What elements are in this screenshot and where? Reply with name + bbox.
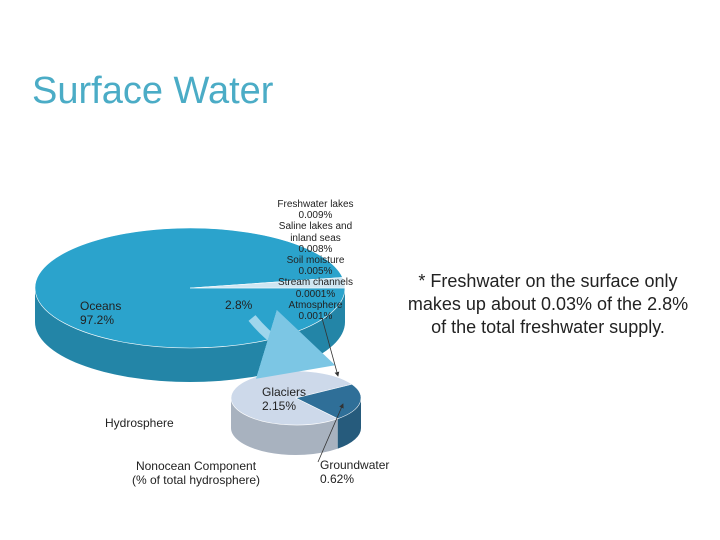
slice-name: Groundwater bbox=[320, 458, 389, 472]
item-name: Saline lakes and inland seas bbox=[278, 221, 353, 244]
pie-sublabel: (% of total hydrosphere) bbox=[132, 473, 260, 487]
pie-side bbox=[337, 398, 361, 449]
item-value: 0.005% bbox=[298, 266, 333, 278]
note: * Freshwater on the surface only makes u… bbox=[407, 271, 689, 337]
slice-name: Glaciers bbox=[262, 385, 306, 399]
arrow bbox=[248, 309, 336, 379]
slice-value: 2.15% bbox=[262, 399, 296, 413]
pie-side-shade bbox=[337, 398, 361, 449]
item-name: Freshwater lakes bbox=[277, 199, 354, 210]
pie-label: Hydrosphere bbox=[105, 416, 174, 430]
pie-slice bbox=[295, 383, 362, 420]
slide-title: Surface Water bbox=[32, 70, 274, 112]
item-value: 0.009% bbox=[298, 210, 333, 222]
other-list: Freshwater lakes 0.009% Saline lakes and i… bbox=[258, 199, 373, 322]
item-value: 0.001% bbox=[298, 311, 333, 323]
item-value: 0.0001% bbox=[295, 288, 336, 300]
pointer-line bbox=[321, 317, 340, 377]
slice-name: Oceans bbox=[80, 299, 121, 313]
pointer-line bbox=[317, 403, 344, 463]
item-name: Stream channels bbox=[277, 277, 354, 289]
pie-label: Nonocean Component bbox=[136, 459, 257, 473]
item-value: 0.008% bbox=[298, 243, 333, 255]
slice-value: 2.8% bbox=[225, 298, 253, 312]
slice-value: 97.2% bbox=[80, 313, 114, 327]
slice-value: 0.62% bbox=[320, 472, 354, 486]
item-name: Soil moisture bbox=[286, 255, 345, 267]
pie-side bbox=[231, 398, 338, 456]
pie-side-shade bbox=[231, 398, 338, 456]
item-name: Atmosphere bbox=[288, 299, 343, 311]
pie-slice bbox=[189, 277, 346, 289]
